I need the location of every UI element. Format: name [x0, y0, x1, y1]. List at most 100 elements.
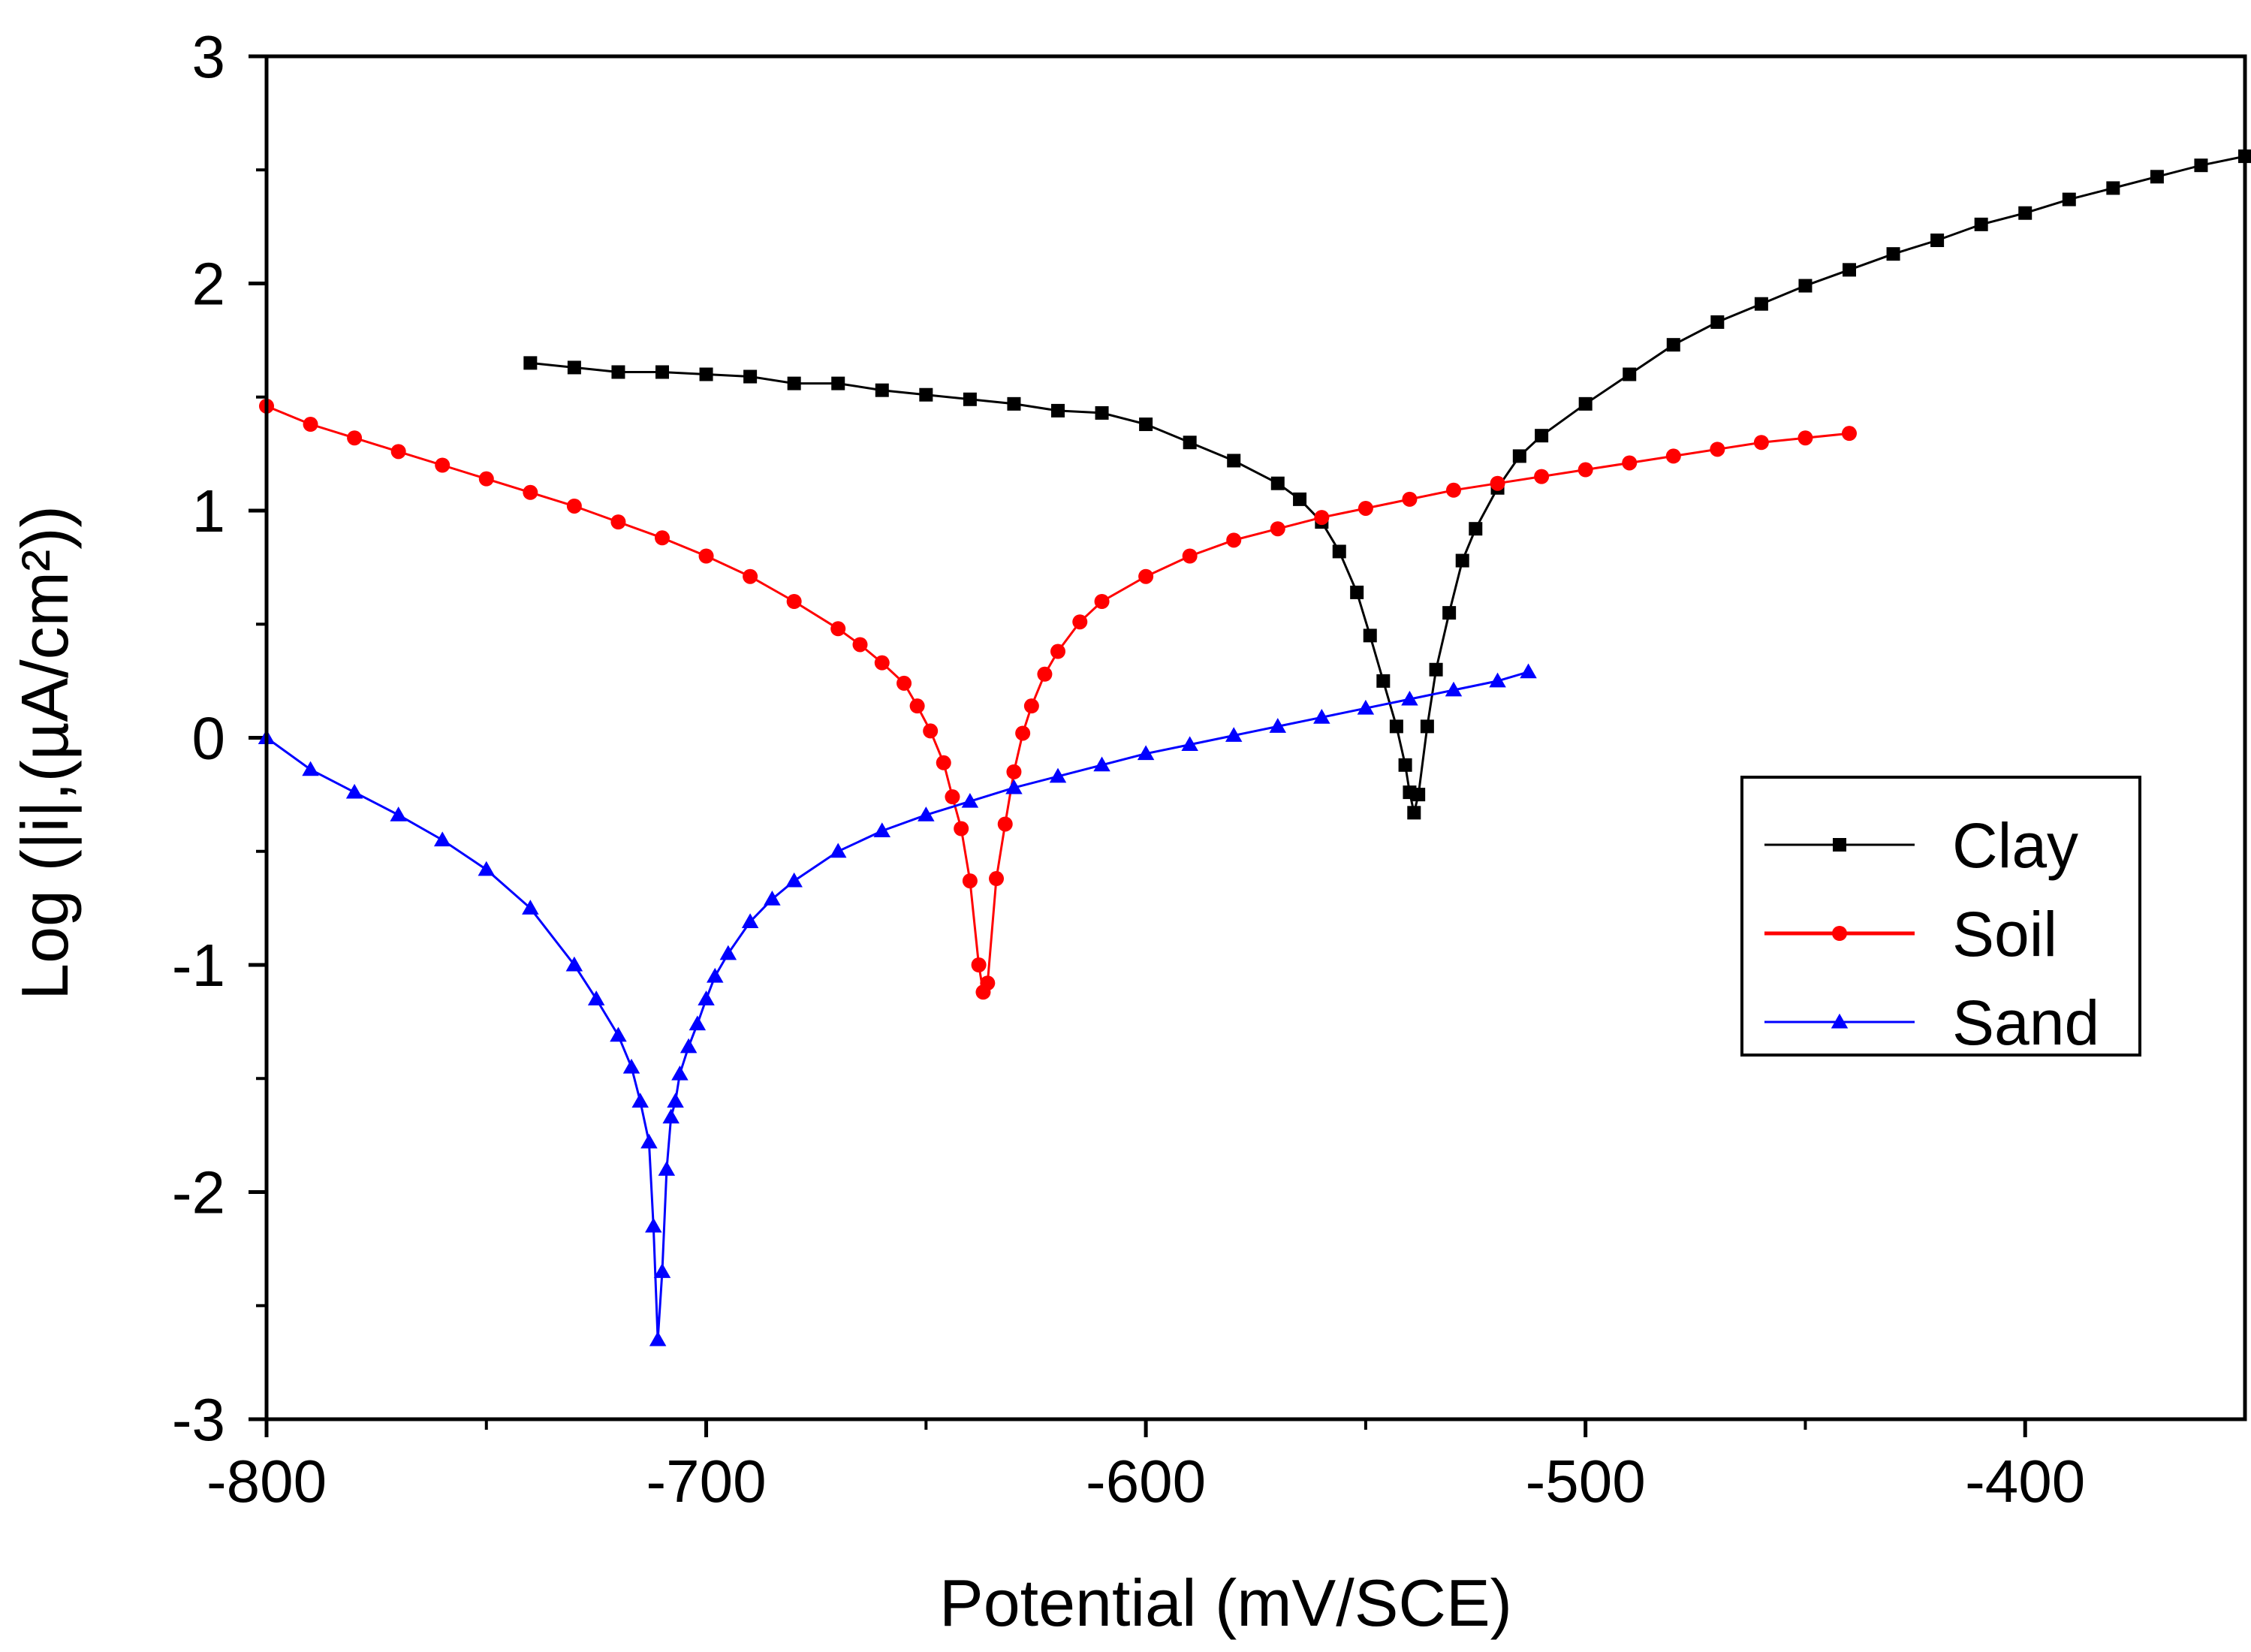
soil-data-point — [786, 594, 802, 609]
clay-data-point — [1270, 476, 1285, 490]
clay-data-point — [1095, 405, 1109, 420]
clay-data-point — [1666, 338, 1680, 352]
y-tick-label: 0 — [192, 705, 226, 772]
soil-data-point — [1710, 442, 1725, 457]
soil-data-point — [347, 430, 363, 446]
clay-data-point — [1469, 522, 1483, 536]
x-tick-label: -400 — [1965, 1448, 2085, 1515]
y-tick-label: -2 — [172, 1159, 225, 1226]
clay-data-point — [2106, 181, 2120, 195]
clay-data-point — [1420, 719, 1434, 734]
sand-data-point — [478, 861, 496, 876]
soil-data-point — [874, 655, 890, 671]
soil-data-point — [909, 698, 925, 714]
sand-data-point — [1225, 727, 1243, 742]
soil-data-point — [1006, 764, 1022, 779]
clay-data-point — [831, 376, 845, 390]
sand-data-point — [1137, 745, 1155, 761]
clay-data-point — [1843, 263, 1856, 277]
clay-data-point — [1332, 544, 1346, 559]
soil-data-point — [655, 530, 670, 546]
soil-data-point — [435, 457, 451, 473]
clay-data-point — [1293, 492, 1307, 506]
sand-data-point — [653, 1263, 671, 1278]
clay-series-line — [530, 155, 2246, 813]
soil-data-point — [923, 723, 939, 739]
clay-data-point — [1710, 315, 1725, 329]
legend-label-clay: Clay — [1952, 810, 2078, 881]
soil-data-point — [1402, 491, 1418, 507]
clay-data-point — [2194, 158, 2208, 173]
clay-data-point — [787, 376, 801, 390]
clay-data-point — [1227, 454, 1241, 468]
sand-data-point — [918, 806, 935, 821]
sand-data-point — [640, 1133, 658, 1149]
soil-data-point — [1753, 435, 1769, 451]
clay-data-point — [1429, 662, 1443, 677]
clay-data-point — [919, 387, 933, 402]
y-axis-title: Log (|i|,(µA/cm²)) — [8, 505, 82, 1000]
soil-data-point — [1622, 455, 1638, 471]
soil-data-point — [1578, 462, 1593, 478]
sand-data-point — [667, 1093, 684, 1108]
soil-data-point — [997, 816, 1013, 832]
legend-item-clay: Clay — [1764, 810, 2078, 881]
clay-data-point — [1455, 553, 1469, 568]
soil-data-point — [1050, 644, 1065, 659]
clay-data-point — [1007, 396, 1021, 411]
y-tick-label: 3 — [192, 23, 226, 90]
soil-data-point — [1358, 500, 1373, 516]
legend-marker-soil — [1832, 926, 1847, 941]
x-tick-label: -700 — [646, 1448, 766, 1515]
soil-data-point — [896, 675, 912, 691]
soil-data-point — [1842, 426, 1857, 442]
soil-data-point — [1094, 594, 1110, 609]
sand-data-point — [1093, 756, 1110, 772]
sand-data-point — [631, 1093, 649, 1108]
legend: Clay Soil Sand — [1740, 776, 2141, 1058]
soil-data-point — [566, 498, 582, 514]
clay-data-point — [1535, 429, 1549, 443]
soil-data-point — [971, 957, 987, 972]
sand-data-point — [671, 1065, 689, 1081]
clay-data-point — [1512, 449, 1526, 463]
legend-item-soil: Soil — [1764, 899, 2057, 969]
soil-data-point — [1072, 614, 1088, 630]
sand-data-point — [1181, 736, 1198, 752]
soil-data-point — [954, 821, 969, 837]
clay-data-point — [1754, 297, 1768, 311]
series-layer — [258, 149, 2251, 1346]
soil-data-point — [523, 484, 538, 500]
sand-data-point — [764, 891, 781, 906]
soil-data-point — [1665, 448, 1681, 464]
sand-series-line — [266, 671, 1529, 1340]
clay-data-point — [875, 383, 889, 397]
legend-box — [1740, 776, 2141, 1057]
x-tick-label: -500 — [1526, 1448, 1646, 1515]
sand-data-point — [1005, 779, 1023, 794]
sand-data-point — [390, 806, 407, 821]
clay-data-point — [1350, 585, 1364, 599]
sand-data-point — [1520, 663, 1537, 679]
soil-data-point — [936, 755, 951, 770]
clay-data-point — [655, 365, 669, 379]
soil-data-point — [1797, 430, 1813, 446]
legend-item-sand: Sand — [1764, 987, 2099, 1058]
legend-marker-sand — [1831, 1013, 1849, 1029]
clay-data-point — [1886, 247, 1900, 261]
soil-data-point — [1446, 482, 1461, 498]
sand-data-point — [741, 913, 759, 928]
soil-data-point — [1490, 475, 1505, 491]
sand-data-point — [645, 1217, 662, 1233]
soil-data-point — [1182, 548, 1198, 564]
sand-data-point — [1049, 767, 1067, 783]
clay-data-point — [1442, 606, 1457, 620]
sand-data-point — [1489, 672, 1506, 688]
sand-data-point — [662, 1108, 680, 1124]
sand-data-point — [1269, 718, 1287, 733]
legend-label-sand: Sand — [1952, 987, 2099, 1058]
series-sand — [258, 663, 1537, 1346]
soil-data-point — [1270, 521, 1285, 537]
sand-data-point — [587, 990, 605, 1005]
